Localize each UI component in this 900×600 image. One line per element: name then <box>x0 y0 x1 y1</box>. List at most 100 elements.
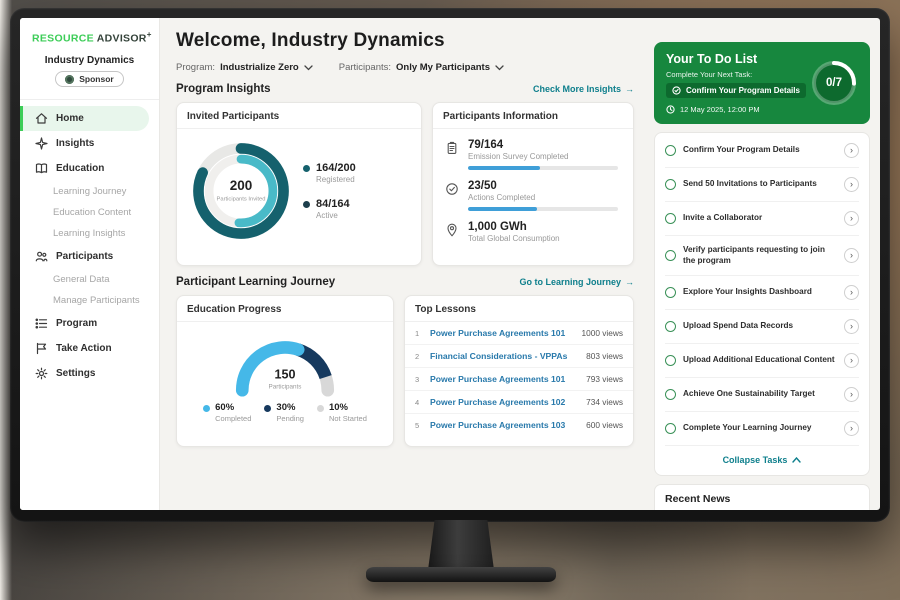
sidebar-item-education-content[interactable]: Education Content <box>53 206 132 218</box>
task-checkbox[interactable] <box>665 145 676 156</box>
logo-plus: + <box>146 30 152 39</box>
clipboard-icon <box>445 141 459 155</box>
sidebar-item-home[interactable]: Home <box>20 105 149 131</box>
sidebar-item-take-action[interactable]: Take Action <box>20 336 159 361</box>
lesson-row: 2 Financial Considerations - VPPAs 803 v… <box>405 345 633 368</box>
sidebar-item-insights[interactable]: Insights <box>20 131 159 156</box>
sponsor-icon <box>65 74 75 84</box>
task-row[interactable]: Invite a Collaborator › <box>665 202 859 236</box>
chevron-right-icon[interactable]: › <box>844 211 859 226</box>
legend-completed: 60% Completed <box>203 402 251 423</box>
lesson-link[interactable]: Financial Considerations - VPPAs <box>430 351 568 361</box>
chevron-right-icon[interactable]: › <box>844 387 859 403</box>
chevron-right-icon[interactable]: › <box>844 421 859 437</box>
lesson-link[interactable]: Power Purchase Agreements 101 <box>430 374 566 384</box>
check-more-insights-link[interactable]: Check More Insights → <box>532 84 634 94</box>
task-list-card: Confirm Your Program Details › Send 50 I… <box>654 132 870 477</box>
legend-pending: 30% Pending <box>264 402 304 423</box>
task-checkbox[interactable] <box>665 250 676 262</box>
collapse-tasks-button[interactable]: Collapse Tasks <box>665 446 859 474</box>
lesson-link[interactable]: Power Purchase Agreements 101 <box>430 328 566 338</box>
next-task-chip[interactable]: Confirm Your Program Details <box>666 83 806 98</box>
task-row[interactable]: Verify participants requesting to join t… <box>665 236 859 277</box>
todo-title: Your To Do List <box>666 52 758 66</box>
sidebar-item-participants[interactable]: Participants <box>20 244 159 269</box>
task-row[interactable]: Upload Spend Data Records › <box>665 310 859 345</box>
task-row[interactable]: Explore Your Insights Dashboard › <box>665 276 859 311</box>
chevron-right-icon[interactable]: › <box>844 177 859 192</box>
gauge-center-value: 150 <box>274 368 295 382</box>
gear-icon <box>35 367 48 380</box>
section-title-learning-journey: Participant Learning Journey <box>176 276 336 288</box>
invited-participants-card: Invited Participants 200 Participants In… <box>176 102 422 266</box>
task-row[interactable]: Confirm Your Program Details › <box>665 134 859 168</box>
sidebar-item-general-data[interactable]: General Data <box>53 273 110 285</box>
lesson-link[interactable]: Power Purchase Agreements 103 <box>430 420 566 430</box>
task-checkbox[interactable] <box>665 287 676 299</box>
app-logo: RESOURCE ADVISOR+ <box>20 18 159 51</box>
check-circle-icon <box>672 86 681 95</box>
recent-news-header: Recent News <box>654 484 870 510</box>
task-checkbox[interactable] <box>665 321 676 333</box>
go-to-learning-journey-link[interactable]: Go to Learning Journey → <box>519 277 634 287</box>
donut-center-label: Participants Invited <box>217 197 266 203</box>
sidebar-item-learning-insights[interactable]: Learning Insights <box>53 227 126 239</box>
lesson-row: 5 Power Purchase Agreements 103 600 view… <box>415 420 623 430</box>
task-row[interactable]: Complete Your Learning Journey › <box>665 412 859 447</box>
sponsor-label: Sponsor <box>79 74 114 84</box>
chevron-right-icon[interactable]: › <box>844 143 859 158</box>
clock-icon <box>666 105 675 114</box>
sidebar-item-learning-journey[interactable]: Learning Journey <box>53 185 127 197</box>
section-title-program-insights: Program Insights <box>176 83 271 95</box>
todo-summary-card: Your To Do List Complete Your Next Task:… <box>654 42 870 124</box>
org-block: Industry Dynamics Sponsor <box>20 51 159 100</box>
top-lessons-card: Top Lessons 1 Power Purchase Agreements … <box>404 295 634 447</box>
chevron-right-icon[interactable]: › <box>844 285 859 301</box>
task-checkbox[interactable] <box>665 355 676 367</box>
stat-emission-survey: 79/164 Emission Survey Completed <box>445 139 621 170</box>
sidebar-item-program[interactable]: Program <box>20 311 159 336</box>
task-row[interactable]: Achieve One Sustainability Target › <box>665 378 859 413</box>
sidebar-item-settings[interactable]: Settings <box>20 361 159 386</box>
arrow-right-icon: → <box>625 277 634 287</box>
todo-progress-ring: 0/7 <box>810 59 858 107</box>
todo-due: 12 May 2025, 12:00 PM <box>666 105 858 114</box>
program-select[interactable]: Program: Industrialize Zero <box>176 62 313 73</box>
arrow-right-icon: → <box>625 84 634 94</box>
education-progress-card: Education Progress 150 Participants <box>176 295 394 447</box>
sidebar-item-manage-participants[interactable]: Manage Participants <box>53 294 140 306</box>
people-icon <box>35 250 48 263</box>
lesson-row: 1 Power Purchase Agreements 101 1000 vie… <box>405 322 633 345</box>
card-title: Education Progress <box>177 296 393 322</box>
monitor-stand <box>428 520 494 570</box>
chevron-right-icon[interactable]: › <box>844 248 859 264</box>
gauge-center-label: Participants <box>269 383 302 390</box>
card-title: Participants Information <box>433 103 633 129</box>
participants-select[interactable]: Participants: Only My Participants <box>339 62 504 73</box>
task-checkbox[interactable] <box>665 389 676 401</box>
chevron-down-icon <box>495 64 504 70</box>
monitor: RESOURCE ADVISOR+ Industry Dynamics Spon… <box>10 8 890 522</box>
task-row[interactable]: Send 50 Invitations to Participants › <box>665 168 859 202</box>
task-checkbox[interactable] <box>665 179 676 190</box>
task-checkbox[interactable] <box>665 423 676 435</box>
lesson-row: 4 Power Purchase Agreements 102 734 view… <box>405 391 633 414</box>
lesson-link[interactable]: Power Purchase Agreements 102 <box>430 397 566 407</box>
legend-active: 84/164 Active <box>303 198 356 220</box>
lesson-row: 3 Power Purchase Agreements 101 793 view… <box>405 368 633 391</box>
participants-information-card: Participants Information 79/164 Emission… <box>432 102 634 266</box>
invited-donut-chart: 200 Participants Invited <box>193 143 289 239</box>
task-row[interactable]: Upload Additional Educational Content › <box>665 344 859 379</box>
monitor-stand-base <box>366 567 556 582</box>
chevron-right-icon[interactable]: › <box>844 319 859 335</box>
legend-registered: 164/200 Registered <box>303 162 356 184</box>
task-checkbox[interactable] <box>665 213 676 224</box>
gauge-legend: 60% Completed 30% Pending <box>177 400 393 423</box>
sidebar-item-education[interactable]: Education <box>20 156 159 181</box>
chevron-right-icon[interactable]: › <box>844 353 859 369</box>
org-name: Industry Dynamics <box>44 54 135 66</box>
caret-up-icon <box>792 457 802 464</box>
sponsor-badge[interactable]: Sponsor <box>55 71 124 87</box>
stat-actions-completed: 23/50 Actions Completed <box>445 180 621 211</box>
